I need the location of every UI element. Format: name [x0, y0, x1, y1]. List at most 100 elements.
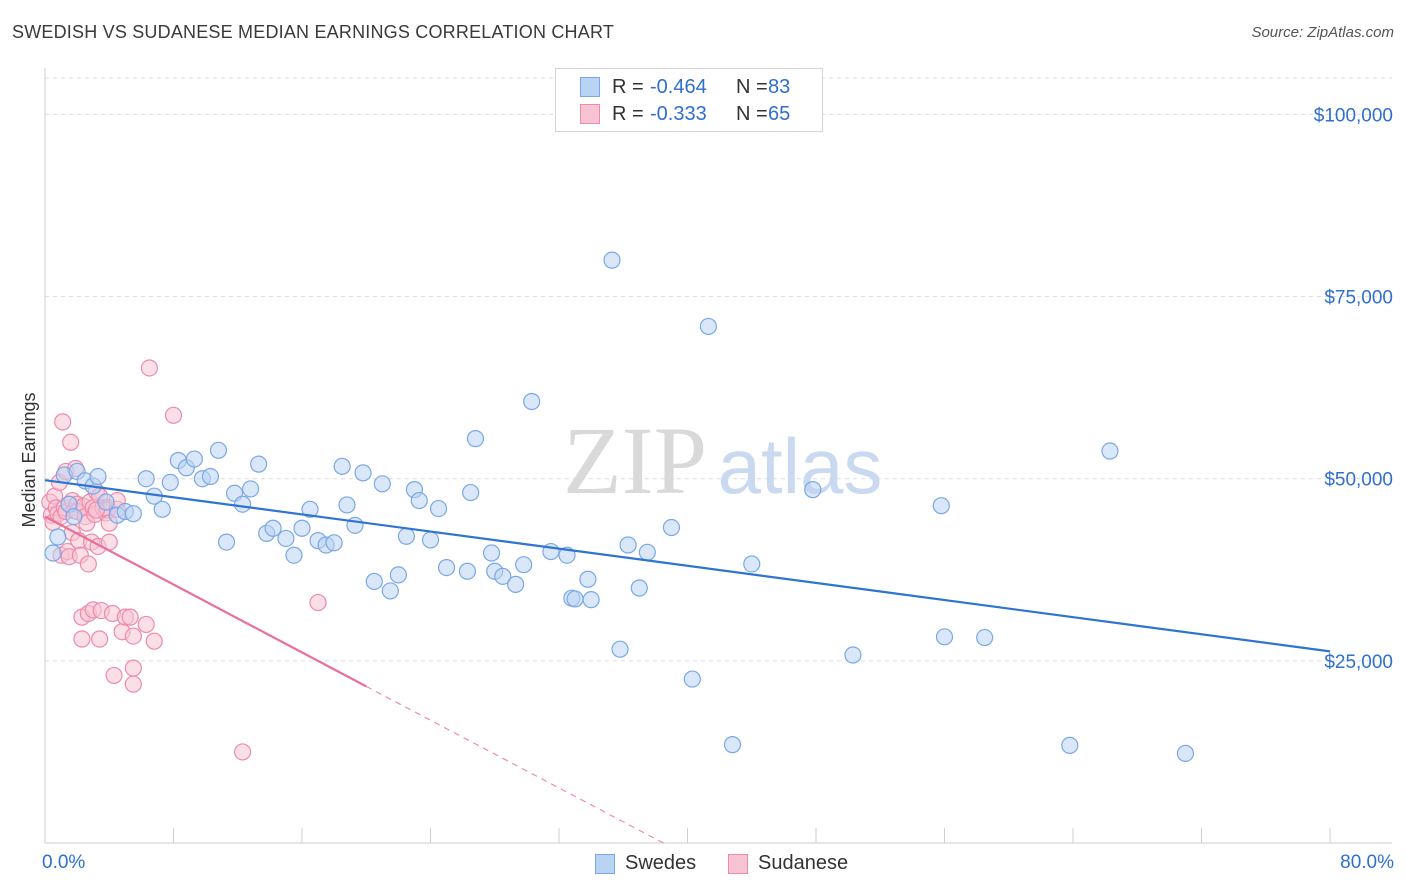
axes: [44, 68, 1392, 844]
sudanese-point: [105, 666, 123, 685]
swedes-trend-line: [44, 479, 1331, 653]
n-value: 65: [768, 102, 791, 125]
swedes-point: [429, 499, 448, 518]
r-value: -0.464: [650, 75, 707, 98]
swedes-point: [250, 455, 268, 473]
swedes-point: [373, 475, 391, 493]
swedes-point: [638, 543, 656, 561]
swedes-point: [293, 519, 311, 537]
sudanese-swatch: [580, 104, 600, 124]
swedes-point: [743, 555, 761, 573]
swedes-point: [723, 736, 742, 754]
y-tick-label: $25,000: [1324, 652, 1393, 673]
y-tick-labels: $25,000 $50,000 $75,000 $100,000: [1314, 105, 1393, 672]
swedes-point: [201, 467, 220, 486]
sudanese-point: [309, 593, 327, 612]
sudanese-point: [124, 627, 142, 645]
swedes-point: [579, 570, 597, 588]
swedes-point: [365, 572, 383, 591]
swedes-point: [242, 480, 260, 498]
sudanese-point: [233, 743, 252, 761]
y-axis-label: Median Earnings: [19, 392, 39, 527]
sudanese-point: [54, 413, 72, 431]
sudanese-point: [140, 359, 159, 377]
swedes-point: [217, 533, 236, 551]
swedes-point: [49, 528, 67, 546]
swedes-point: [333, 457, 351, 475]
sudanese-trend-extension: [365, 685, 664, 844]
legend-item-sudanese[interactable]: Sudanese: [728, 852, 848, 875]
source-label: Source: ZipAtlas.com: [1251, 24, 1394, 41]
y-tick-label: $50,000: [1324, 470, 1393, 491]
swedes-swatch: [580, 77, 600, 97]
swedes-point: [515, 556, 533, 574]
chart-title: SWEDISH VS SUDANESE MEDIAN EARNINGS CORR…: [12, 22, 615, 42]
swedes-point: [397, 527, 416, 545]
swedes-point: [619, 536, 637, 554]
swedes-legend-swatch: [595, 853, 615, 874]
swedes-point: [338, 496, 356, 514]
r-label: R =: [612, 102, 644, 125]
swedes-point: [699, 317, 717, 336]
sudanese-point: [73, 630, 91, 648]
watermark-atlas: atlas: [718, 422, 883, 510]
swedes-point: [264, 519, 282, 537]
series-legend: Swedes Sudanese: [0, 852, 1406, 878]
sudanese-legend-label: Sudanese: [758, 852, 849, 874]
swedes-point: [482, 544, 501, 562]
swedes-point: [285, 546, 303, 564]
r-label: R =: [612, 75, 644, 98]
swedes-point: [494, 567, 512, 585]
watermark-zip: ZIP: [563, 407, 707, 514]
swedes-point: [976, 628, 994, 647]
sudanese-point: [124, 659, 142, 677]
swedes-point: [932, 497, 950, 515]
n-label: N =: [736, 102, 768, 125]
swedes-point: [603, 251, 621, 269]
swedes-point: [137, 470, 155, 488]
swedes-point: [662, 518, 681, 537]
swedes-point: [566, 590, 584, 608]
swedes-point: [421, 531, 440, 549]
y-tick-label: $75,000: [1324, 288, 1393, 309]
swedes-point: [153, 500, 171, 518]
stats-legend: R = -0.464 N = 83 R = -0.333 N = 65: [555, 68, 823, 132]
swedes-point: [437, 558, 456, 577]
swedes-point: [209, 441, 228, 459]
swedes-point: [611, 640, 629, 658]
swedes-point: [89, 467, 107, 486]
swedes-point: [1101, 442, 1119, 460]
y-tick-label: $100,000: [1314, 105, 1393, 126]
swedes-point: [65, 507, 83, 526]
sudanese-point: [121, 608, 139, 626]
swedes-point: [462, 483, 480, 502]
r-value: -0.333: [650, 102, 707, 125]
trend-lines: [44, 479, 1331, 844]
swedes-point: [935, 628, 954, 646]
swedes-point: [381, 582, 399, 600]
legend-row-swedes: R = -0.464 N = 83: [580, 75, 790, 99]
sudanese-point: [62, 433, 80, 451]
swedes-point: [233, 495, 252, 513]
swedes-point: [523, 392, 541, 411]
sudanese-point: [145, 632, 163, 650]
swedes-point: [325, 534, 343, 552]
swedes-legend-label: Swedes: [625, 852, 697, 874]
sudanese-legend-swatch: [728, 853, 748, 874]
sudanese-point: [124, 675, 142, 693]
legend-item-swedes[interactable]: Swedes: [595, 852, 696, 875]
legend-row-sudanese: R = -0.333 N = 65: [580, 102, 790, 126]
x-axis-max-label: 80.0%: [1340, 852, 1394, 873]
swedes-point: [301, 500, 319, 518]
swedes-point: [277, 529, 295, 548]
swedes-point: [507, 575, 525, 593]
x-axis-min-label: 0.0%: [42, 852, 86, 873]
swedes-point: [1176, 744, 1195, 762]
swedes-points: [44, 251, 1195, 762]
grid: [45, 77, 1392, 662]
swedes-point: [44, 544, 62, 562]
swedes-point: [97, 493, 115, 511]
sudanese-trend-line: [44, 515, 367, 688]
swedes-point: [582, 591, 600, 609]
